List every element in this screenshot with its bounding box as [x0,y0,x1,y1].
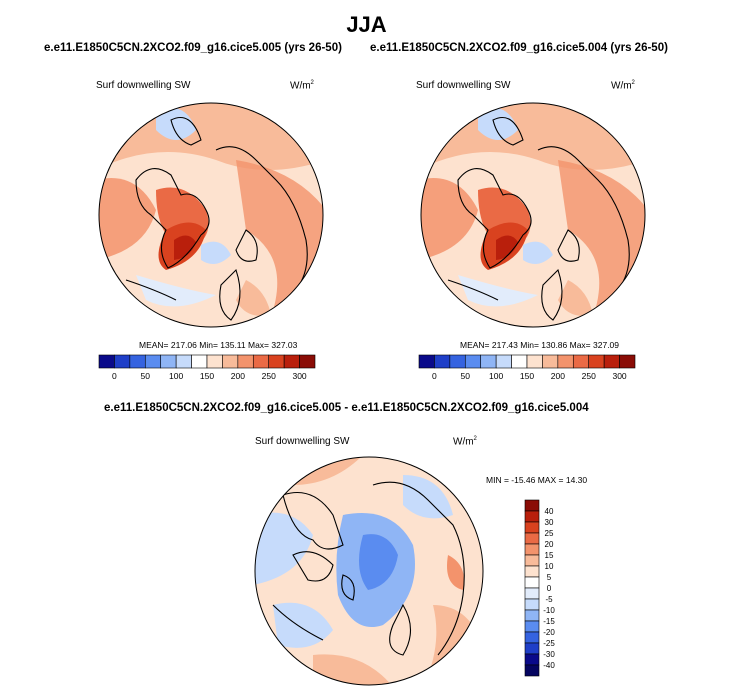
diff-colorbar-swatch [524,554,540,567]
diff-colorbar-tick-label: -15 [543,617,555,626]
diff-colorbar-tick-label: 15 [545,551,554,560]
diff-colorbar-tick-label: 25 [545,529,554,538]
diff-colorbar-tick-label: -30 [543,650,555,659]
diff-colorbar-tick-label: -5 [545,595,553,604]
panel-1-subtitle: e.e11.E1850C5CN.2XCO2.f09_g16.cice5.005 … [44,42,342,54]
panel-1-colorbar: 050100150200250300350 [98,354,316,381]
panel-1-colorbar-tick-label: 250 [262,371,276,381]
panel-1-colorbar-tick-label: 200 [231,371,245,381]
panel-2-units: W/m2 [611,80,635,92]
panel-2-colorbar-swatch [434,354,451,369]
panel-1-colorbar-swatch [283,354,300,369]
panel-2-colorbar-tick-label: 200 [551,371,565,381]
panel-1-colorbar-swatch [160,354,177,369]
panel-2-colorbar-swatch [511,354,528,369]
panel-2-colorbar-swatch [603,354,620,369]
panel-2-colorbar-swatch [619,354,636,369]
panel-1-units: W/m2 [290,80,314,92]
panel-1-colorbar-tick-label: 100 [169,371,183,381]
panel-2-polar-map [420,102,646,328]
diff-colorbar-tick-label: 30 [545,518,554,527]
panel-1-colorbar-swatch [237,354,254,369]
panel-2-colorbar-swatch [449,354,466,369]
panel-2-subtitle: e.e11.E1850C5CN.2XCO2.f09_g16.cice5.004 … [370,42,668,54]
diff-colorbar-swatch [524,598,540,611]
diff-colorbar-tick-label: 20 [545,540,554,549]
panel-2-colorbar-swatch [588,354,605,369]
panel-1-polar-map [98,102,324,328]
diff-colorbar-swatch [524,664,540,677]
panel-1-variable: Surf downwelling SW [96,80,191,91]
diff-colorbar-tick-label: 40 [545,507,554,516]
panel-1-stats: MEAN= 217.06 Min= 135.11 Max= 327.03 [139,340,298,350]
figure-title: JJA [346,12,387,37]
panel-2-colorbar-tick-label: 0 [432,371,437,381]
diff-colorbar-swatch [524,543,540,556]
diff-colorbar-tick-label: -10 [543,606,555,615]
diff-colorbar-swatch [524,587,540,600]
diff-colorbar-tick-label: -25 [543,639,555,648]
diff-colorbar: 40 30 25 20 15 10 5 0 -5 -10 -15 -20 -25 -30 -40 [524,499,555,677]
diff-colorbar-swatch [524,620,540,633]
panel-2-colorbar-tick-label: 250 [582,371,596,381]
panel-2-colorbar: 050100150200250300350 [418,354,636,381]
diff-colorbar-swatch [524,565,540,578]
diff-colorbar-swatch [524,609,540,622]
panel-2-colorbar-swatch [464,354,482,369]
panel-2-colorbar-tick-label: 50 [461,371,471,381]
panel-2-colorbar-tick-label: 100 [489,371,503,381]
diff-colorbar-tick-label: 10 [545,562,554,571]
panel-1-colorbar-swatch [222,354,239,369]
panel-1-colorbar-swatch [144,354,162,369]
panel-2-variable: Surf downwelling SW [416,80,511,91]
panel-1-colorbar-tick-label: 150 [200,371,214,381]
panel-2-colorbar-swatch [542,354,559,369]
panel-1-colorbar-swatch [268,354,285,369]
diff-colorbar-tick-label: -40 [543,661,555,670]
panel-2-colorbar-swatch [418,354,435,369]
panel-2-colorbar-swatch [495,354,512,369]
panel-2-colorbar-swatch [480,354,497,369]
diff-colorbar-swatch [524,642,540,655]
diff-colorbar-tick-label: 5 [547,573,552,582]
panel-1-colorbar-swatch [299,354,316,369]
panel-2-colorbar-swatch [526,354,543,369]
panel-1-colorbar-swatch [191,354,208,369]
diff-colorbar-swatch [524,499,540,512]
panel-1-colorbar-swatch [175,354,192,369]
diff-colorbar-swatch [524,653,540,666]
diff-colorbar-swatch [524,532,540,545]
diff-colorbar-swatch [524,576,540,589]
diff-subtitle: e.e11.E1850C5CN.2XCO2.f09_g16.cice5.005 … [104,402,589,414]
diff-colorbar-swatch [524,631,540,644]
diff-variable: Surf downwelling SW [255,436,350,447]
diff-colorbar-swatch [524,521,540,534]
diff-colorbar-tick-label: 0 [547,584,552,593]
panel-1-colorbar-swatch [98,354,115,369]
panel-1-colorbar-swatch [206,354,223,369]
panel-1-colorbar-swatch [252,354,270,369]
panel-2-colorbar-swatch [557,354,574,369]
diff-units: W/m2 [453,436,477,448]
panel-1-colorbar-swatch [129,354,146,369]
panel-2-colorbar-swatch [572,354,590,369]
diff-stats: MIN = -15.46 MAX = 14.30 [486,475,588,485]
diff-polar-map [254,456,484,686]
panel-2-colorbar-tick-label: 300 [612,371,626,381]
panel-2-colorbar-tick-label: 150 [520,371,534,381]
panel-1-colorbar-tick-label: 0 [112,371,117,381]
panel-1-colorbar-tick-label: 50 [141,371,151,381]
panel-1-colorbar-swatch [114,354,131,369]
panel-2-stats: MEAN= 217.43 Min= 130.86 Max= 327.09 [460,340,620,350]
diff-colorbar-tick-label: -20 [543,628,555,637]
diff-colorbar-swatch [524,510,540,523]
panel-1-colorbar-tick-label: 300 [292,371,306,381]
